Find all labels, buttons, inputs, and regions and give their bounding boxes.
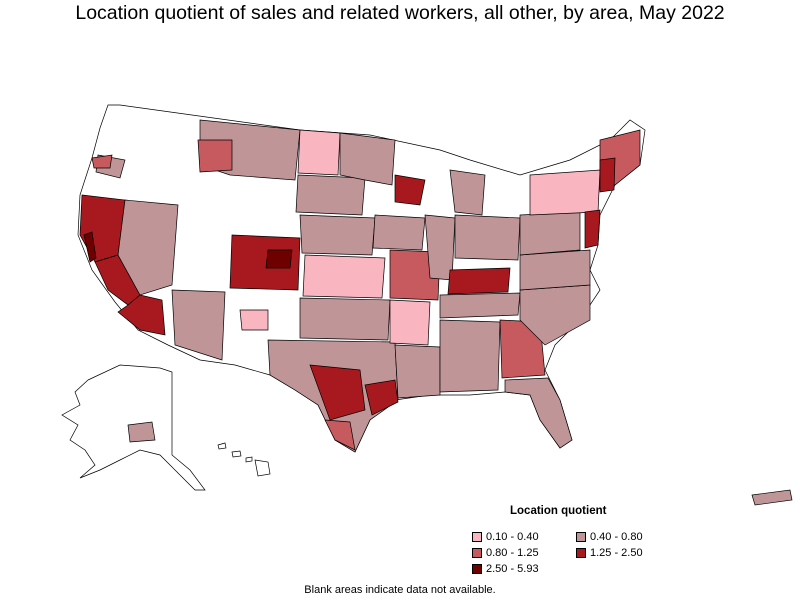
- contiguous-us: [77, 104, 646, 453]
- region-new-mexico: [239, 309, 269, 331]
- puerto-rico-island: [751, 489, 793, 506]
- region-washington-w: [91, 154, 113, 169]
- region-colorado: [229, 234, 301, 291]
- legend-item-3: 1.25 - 2.50: [576, 547, 643, 559]
- legend-label-4: 2.50 - 5.93: [486, 563, 539, 575]
- hawaii-island-1: [217, 442, 227, 450]
- region-oklahoma: [299, 297, 391, 341]
- legend-swatch-0: [472, 532, 482, 542]
- hawaii: [217, 442, 271, 477]
- legend-swatch-3: [576, 548, 586, 558]
- legend-item-2: 0.80 - 1.25: [472, 547, 539, 559]
- region-new-york: [529, 169, 601, 216]
- region-texas-central: [309, 364, 366, 421]
- region-florida: [504, 377, 573, 449]
- legend-label-1: 0.40 - 0.80: [590, 531, 643, 543]
- legend-item-1: 0.40 - 0.80: [576, 531, 643, 543]
- legend-label-3: 1.25 - 2.50: [590, 547, 643, 559]
- legend-swatch-2: [472, 548, 482, 558]
- legend-item-4: 2.50 - 5.93: [472, 563, 539, 575]
- region-south-dakota: [295, 174, 366, 216]
- region-kansas: [302, 254, 386, 299]
- legend-title: Location quotient: [510, 505, 607, 517]
- region-kentucky: [447, 267, 511, 295]
- hawaii-island-4: [254, 459, 271, 477]
- region-mississippi-alabama: [439, 319, 501, 393]
- region-houston: [364, 379, 399, 416]
- alaska-south-central: [127, 421, 156, 443]
- region-vermont-nh: [599, 157, 616, 193]
- region-new-jersey: [584, 209, 601, 249]
- legend-label-2: 0.80 - 1.25: [486, 547, 539, 559]
- alaska: [61, 364, 206, 491]
- legend-label-0: 0.10 - 0.40: [486, 531, 539, 543]
- region-iowa: [372, 214, 426, 251]
- region-virginia: [519, 249, 591, 291]
- region-denver: [265, 249, 293, 269]
- region-louisiana: [394, 344, 441, 399]
- region-bay-area: [83, 231, 97, 263]
- footnote: Blank areas indicate data not available.: [304, 584, 496, 596]
- region-wisconsin: [394, 174, 426, 206]
- region-arkansas: [389, 299, 431, 346]
- map-title: Location quotient of sales and related w…: [75, 2, 725, 24]
- region-pennsylvania: [519, 211, 581, 256]
- legend-swatch-4: [472, 564, 482, 574]
- region-tennessee: [439, 292, 521, 319]
- legend-swatch-1: [576, 532, 586, 542]
- region-michigan: [449, 169, 486, 216]
- puerto-rico: [751, 489, 793, 506]
- hawaii-island-2: [231, 450, 242, 458]
- region-idaho-central: [197, 139, 233, 173]
- region-indiana-ohio: [454, 214, 521, 261]
- region-nebraska: [299, 214, 376, 256]
- legend-item-0: 0.10 - 0.40: [472, 531, 539, 543]
- region-arizona: [171, 289, 226, 361]
- region-minnesota: [339, 132, 396, 186]
- region-north-dakota: [297, 129, 341, 176]
- region-nevada: [117, 199, 179, 296]
- hawaii-island-3: [245, 456, 253, 463]
- region-texas-south: [324, 419, 356, 451]
- region-missouri: [389, 249, 441, 301]
